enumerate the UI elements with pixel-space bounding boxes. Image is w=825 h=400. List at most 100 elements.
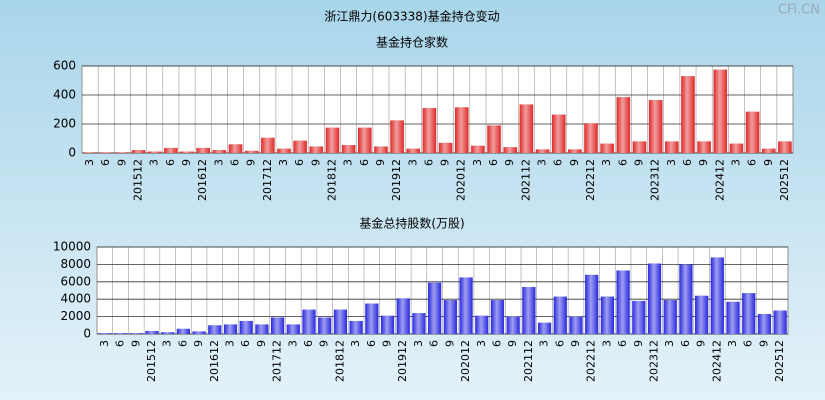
x-tick-label: 9 [569,340,582,347]
bar-shine [176,328,190,334]
x-tick-label: 3 [726,340,739,347]
x-tick-label: 201512 [132,159,145,201]
y-tick-label: 6000 [60,274,91,288]
x-tick-label: 9 [255,340,268,347]
chart-title: 基金持仓家数 [376,35,448,50]
bar-shine [553,296,567,334]
x-tick-label: 201612 [208,340,221,382]
bar-shine [164,147,178,153]
bar-shine [161,332,175,334]
x-tick-label: 9 [129,340,142,347]
y-tick-label: 0 [83,327,91,341]
bar-shine [115,152,130,153]
bar-shine [697,141,711,153]
x-tick-label: 3 [349,340,362,347]
bar-shine [406,148,421,153]
x-tick-label: 3 [342,159,355,166]
bar-shine [129,333,143,334]
x-tick-label: 9 [568,159,581,166]
x-tick-label: 201812 [325,159,338,201]
bar-shine [616,97,631,153]
x-tick-label: 6 [293,159,306,166]
x-tick-label: 6 [746,159,759,166]
bar-shine [568,149,582,153]
bar-shine [471,145,485,153]
bar-shine [244,150,259,153]
chart-title: 基金总持股数(万股) [359,216,464,231]
x-tick-label: 6 [422,159,435,166]
x-tick-label: 9 [757,340,770,347]
bar-shine [113,333,128,334]
bar-shine [537,322,552,334]
bar-shine [349,320,363,334]
x-tick-label: 6 [365,340,378,347]
x-tick-label: 202112 [519,159,532,201]
bar-shine [569,316,583,334]
bar-shine [519,104,534,153]
bar-shine [648,100,663,153]
bar-shine [422,108,437,153]
x-tick-label: 3 [161,340,174,347]
x-tick-label: 3 [729,159,742,166]
x-tick-label: 6 [487,159,500,166]
bar-shine [742,293,756,334]
bar-shine [196,147,210,153]
x-tick-label: 201812 [333,340,346,382]
bar-shine [695,295,709,334]
x-tick-label: 3 [600,159,613,166]
bar-shine [487,125,501,153]
bar-shine [309,146,324,153]
bar-shine [271,317,285,334]
y-tick-label: 8000 [60,257,91,271]
bar-shine [503,147,518,153]
x-tick-label: 202512 [773,340,786,382]
bar-shine [239,320,253,334]
x-tick-label: 9 [695,340,708,347]
x-tick-label: 6 [99,159,112,166]
x-tick-label: 201712 [271,340,284,382]
bar-shine [459,277,473,334]
x-tick-label: 3 [475,340,488,347]
bar-shine [454,107,469,153]
x-tick-label: 3 [223,340,236,347]
x-tick-label: 201512 [145,340,158,382]
x-tick-label: 9 [180,159,193,166]
x-tick-label: 202012 [455,159,468,201]
watermark: CFi.CN [778,3,820,18]
bar-shine [600,143,614,153]
x-tick-label: 6 [302,340,315,347]
bar-shine [585,274,599,334]
x-tick-label: 3 [83,159,96,166]
bar-shine [83,152,97,153]
x-tick-label: 202212 [585,340,598,382]
x-tick-label: 6 [164,159,177,166]
bar-shine [99,152,114,153]
bar-shine [773,310,787,334]
bar-shine [475,315,489,334]
bar-shine [663,300,677,334]
bar-shine [551,114,566,153]
bar-shine [228,144,243,153]
x-tick-label: 6 [552,159,565,166]
bar-shine [761,148,776,153]
bar-shine [778,141,792,153]
bar-shine [208,325,222,334]
x-tick-label: 3 [471,159,484,166]
x-tick-label: 9 [381,340,394,347]
bar-shine [131,150,146,153]
x-tick-label: 9 [762,159,775,166]
bar-shine [428,282,442,334]
bar-shine [192,331,206,334]
bar-shine [713,69,728,153]
bar-shine [357,127,372,153]
x-tick-label: 9 [318,340,331,347]
x-tick-label: 3 [148,159,161,166]
bar-shine [726,301,740,334]
bar-shine [145,330,159,334]
bar-shine [277,148,291,153]
x-tick-label: 9 [245,159,258,166]
page-title: 浙江鼎力(603338)基金持仓变动 [324,9,499,24]
x-tick-label: 9 [632,159,645,166]
